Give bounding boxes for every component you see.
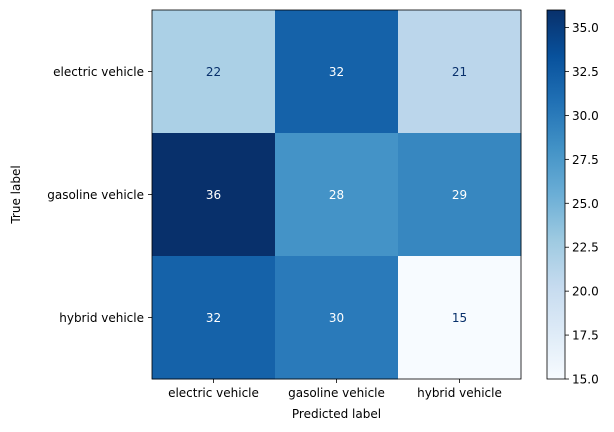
heatmap-cell	[398, 133, 522, 257]
colorbar-gradient	[546, 9, 566, 380]
x-axis-ticks: electric vehicle gasoline vehicle hybrid v…	[168, 379, 502, 400]
cell-value-label: 30	[329, 311, 344, 325]
heatmap-cell	[152, 256, 276, 380]
cell-value-label: 21	[452, 65, 467, 79]
colorbar-tick-label: 17.5	[572, 329, 599, 343]
colorbar-ticks: 15.0 17.5 20.0 22.5 25.0 27.5 30.0 32.5 35.0	[565, 21, 599, 387]
colorbar-tick-label: 22.5	[572, 241, 599, 255]
heatmap-cell	[275, 10, 399, 134]
x-tick-label: electric vehicle	[168, 386, 259, 400]
cell-value-label: 22	[206, 65, 221, 79]
colorbar: 15.0 17.5 20.0 22.5 25.0 27.5 30.0 32.5 35.0	[546, 9, 599, 387]
colorbar-tick-label: 30.0	[572, 109, 599, 123]
heatmap-cells	[152, 10, 522, 380]
heatmap-cell	[275, 256, 399, 380]
cell-value-label: 32	[329, 65, 344, 79]
y-tick-label: gasoline vehicle	[47, 188, 144, 202]
cell-value-label: 36	[206, 188, 221, 202]
heatmap-cell	[152, 133, 276, 257]
cell-value-label: 32	[206, 311, 221, 325]
heatmap-cell	[275, 133, 399, 257]
y-tick-label: hybrid vehicle	[59, 311, 144, 325]
heatmap-cell	[398, 10, 522, 134]
cell-value-label: 29	[452, 188, 467, 202]
x-axis-label: Predicted label	[292, 407, 381, 421]
colorbar-tick-label: 20.0	[572, 285, 599, 299]
y-axis-label: True label	[9, 165, 23, 224]
colorbar-tick-label: 27.5	[572, 153, 599, 167]
heatmap-cell	[398, 256, 522, 380]
colorbar-tick-label: 25.0	[572, 197, 599, 211]
colorbar-tick-label: 35.0	[572, 21, 599, 35]
cell-value-label: 15	[452, 311, 467, 325]
y-tick-label: electric vehicle	[53, 65, 144, 79]
x-tick-label: hybrid vehicle	[417, 386, 502, 400]
x-tick-label: gasoline vehicle	[288, 386, 385, 400]
colorbar-tick-label: 32.5	[572, 65, 599, 79]
cell-value-label: 28	[329, 188, 344, 202]
heatmap-cell	[152, 10, 276, 134]
cell-value-labels: 22 32 21 36 28 29 32 30 15	[206, 65, 467, 325]
y-axis-ticks: electric vehicle gasoline vehicle hybrid v…	[47, 65, 152, 325]
colorbar-tick-label: 15.0	[572, 373, 599, 387]
